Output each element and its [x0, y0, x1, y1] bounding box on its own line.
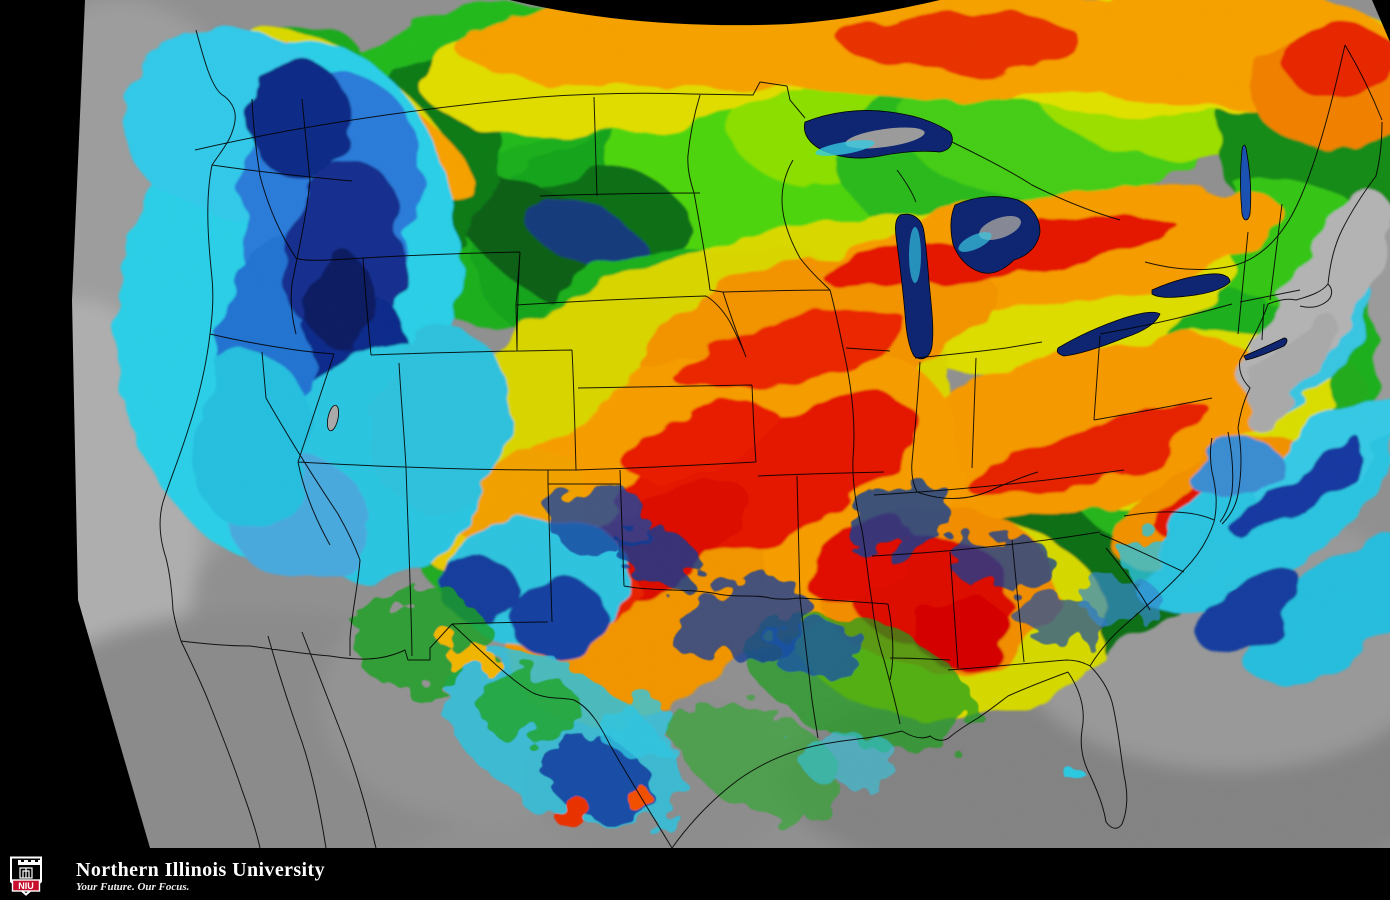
footer-bar: NIU Northern Illinois University Your Fu…: [0, 848, 1390, 900]
niu-shield-text: NIU: [18, 881, 34, 891]
satellite-map-canvas: [72, 0, 1390, 848]
niu-branding: NIU Northern Illinois University Your Fu…: [8, 856, 325, 896]
university-name: Northern Illinois University: [76, 858, 325, 881]
scan-sector: [72, 0, 1390, 848]
satellite-ir-map: [72, 0, 1390, 848]
niu-shield-icon: NIU: [10, 856, 42, 896]
university-tagline: Your Future. Our Focus.: [76, 880, 190, 893]
noise-overlay: [72, 0, 1390, 848]
